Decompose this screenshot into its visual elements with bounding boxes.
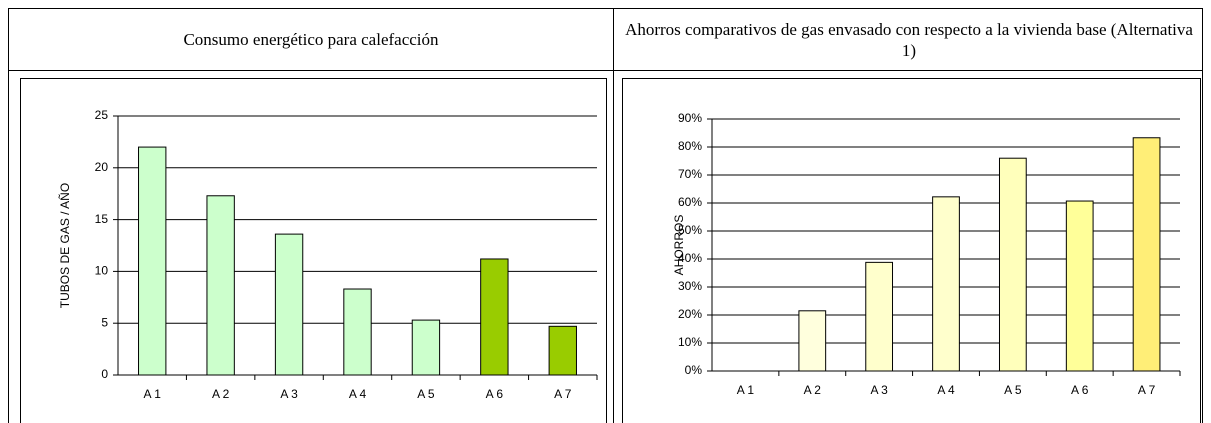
y-tick-label: 20% [678, 307, 702, 321]
x-tick-label: A 4 [937, 383, 955, 397]
y-tick-label: 0% [685, 363, 703, 377]
y-axis-label: AHORROS [672, 215, 686, 276]
bar [1065, 200, 1094, 372]
bar [798, 310, 827, 372]
chart-title: Consumo energético para calefacción [183, 30, 439, 49]
x-tick-label: A 2 [212, 387, 230, 401]
bar [1132, 137, 1161, 372]
x-tick-label: A 1 [737, 383, 755, 397]
table-border [8, 8, 1203, 423]
x-tick-label: A 3 [870, 383, 888, 397]
y-tick-label: 10 [95, 264, 109, 278]
bar [274, 233, 304, 376]
bar [206, 195, 235, 376]
y-tick-label: 0 [101, 367, 108, 381]
y-tick-label: 10% [678, 335, 702, 349]
x-tick-label: A 5 [417, 387, 435, 401]
y-tick-label: 25 [95, 108, 109, 122]
chart-frame [622, 78, 1201, 423]
x-tick-label: A 6 [1071, 383, 1089, 397]
x-tick-label: A 5 [1004, 383, 1022, 397]
y-tick-label: 70% [678, 167, 702, 181]
x-tick-label: A 4 [349, 387, 367, 401]
x-tick-label: A 3 [280, 387, 298, 401]
y-tick-label: 15 [95, 212, 109, 226]
y-tick-label: 20 [95, 160, 109, 174]
x-tick-label: A 2 [804, 383, 822, 397]
y-axis-label: TUBOS DE GAS / AÑO [58, 183, 72, 308]
chart-title: Ahorros comparativos de gas envasado con… [625, 19, 1193, 60]
bar [865, 261, 894, 372]
bar [548, 325, 577, 376]
y-tick-label: 30% [678, 279, 702, 293]
y-tick-label: 40% [678, 251, 702, 265]
x-tick-label: A 1 [144, 387, 162, 401]
x-tick-label: A 6 [486, 387, 504, 401]
bar [998, 157, 1027, 372]
y-tick-label: 5 [101, 315, 108, 329]
bar [138, 146, 167, 376]
y-tick-label: 60% [678, 195, 702, 209]
bar [343, 288, 372, 376]
y-tick-label: 80% [678, 139, 702, 153]
x-tick-label: A 7 [1138, 383, 1156, 397]
bar [932, 196, 960, 372]
bar [480, 258, 509, 376]
chart-frame [20, 78, 607, 423]
bar [411, 319, 441, 376]
x-tick-label: A 7 [554, 387, 572, 401]
y-tick-label: 50% [678, 223, 702, 237]
y-tick-label: 90% [678, 111, 702, 125]
